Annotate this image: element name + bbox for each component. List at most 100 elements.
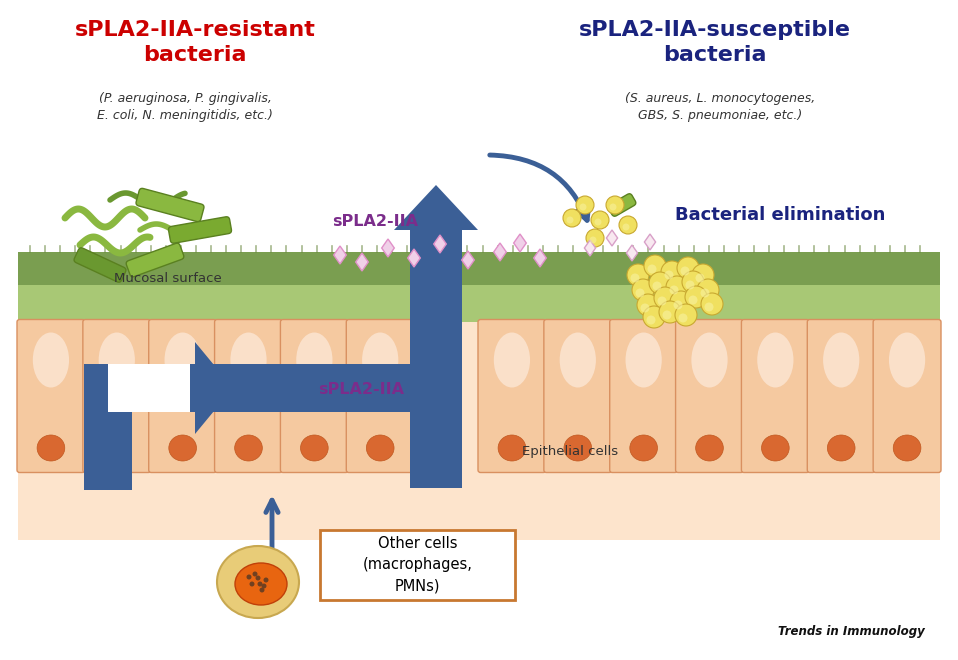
- Circle shape: [589, 236, 597, 244]
- Circle shape: [692, 264, 714, 286]
- Text: (P. aeruginosa, P. gingivalis,
E. coli, N. meningitidis, etc.): (P. aeruginosa, P. gingivalis, E. coli, …: [97, 92, 273, 122]
- Ellipse shape: [235, 435, 262, 461]
- Circle shape: [246, 574, 252, 579]
- FancyBboxPatch shape: [281, 319, 349, 473]
- Circle shape: [643, 306, 665, 328]
- Ellipse shape: [33, 333, 69, 387]
- Ellipse shape: [757, 333, 793, 387]
- Bar: [320, 530, 515, 600]
- FancyBboxPatch shape: [609, 319, 677, 473]
- Ellipse shape: [893, 435, 921, 461]
- Circle shape: [595, 218, 602, 226]
- Polygon shape: [18, 320, 940, 540]
- Polygon shape: [408, 249, 421, 267]
- Circle shape: [619, 216, 637, 234]
- Circle shape: [670, 286, 678, 294]
- Circle shape: [637, 294, 659, 316]
- Circle shape: [673, 300, 682, 310]
- FancyBboxPatch shape: [873, 319, 941, 473]
- Circle shape: [263, 578, 268, 583]
- Circle shape: [256, 576, 261, 581]
- Text: Mucosal surface: Mucosal surface: [114, 271, 222, 284]
- FancyBboxPatch shape: [741, 319, 810, 473]
- Polygon shape: [627, 245, 638, 261]
- Circle shape: [697, 279, 719, 301]
- FancyBboxPatch shape: [136, 188, 204, 222]
- Polygon shape: [18, 285, 940, 322]
- Ellipse shape: [296, 333, 332, 387]
- Circle shape: [648, 265, 656, 273]
- FancyBboxPatch shape: [126, 243, 184, 277]
- Ellipse shape: [165, 333, 201, 387]
- Circle shape: [249, 581, 255, 587]
- Polygon shape: [84, 388, 132, 490]
- FancyBboxPatch shape: [808, 319, 876, 473]
- FancyBboxPatch shape: [346, 319, 414, 473]
- Circle shape: [627, 264, 649, 286]
- FancyBboxPatch shape: [17, 319, 85, 473]
- FancyBboxPatch shape: [478, 319, 546, 473]
- Polygon shape: [410, 230, 462, 488]
- Circle shape: [576, 196, 594, 214]
- Circle shape: [663, 310, 672, 319]
- Polygon shape: [18, 252, 940, 285]
- Ellipse shape: [559, 333, 596, 387]
- Circle shape: [609, 203, 617, 211]
- Circle shape: [566, 216, 574, 224]
- Circle shape: [689, 296, 697, 304]
- Ellipse shape: [823, 333, 859, 387]
- FancyBboxPatch shape: [74, 248, 125, 282]
- Ellipse shape: [230, 333, 266, 387]
- Circle shape: [696, 273, 704, 282]
- Circle shape: [580, 203, 586, 211]
- Polygon shape: [645, 234, 655, 250]
- Circle shape: [260, 587, 264, 593]
- Circle shape: [654, 287, 676, 309]
- Circle shape: [641, 304, 650, 312]
- Circle shape: [623, 224, 629, 230]
- Polygon shape: [333, 246, 346, 264]
- Ellipse shape: [103, 435, 130, 461]
- Ellipse shape: [235, 563, 287, 605]
- Polygon shape: [108, 364, 190, 412]
- Polygon shape: [462, 251, 474, 269]
- Polygon shape: [513, 234, 526, 252]
- Circle shape: [652, 282, 662, 290]
- Circle shape: [670, 291, 692, 313]
- Circle shape: [686, 280, 695, 290]
- Ellipse shape: [626, 333, 662, 387]
- Circle shape: [678, 314, 688, 323]
- Polygon shape: [534, 249, 546, 267]
- Text: Bacterial elimination: Bacterial elimination: [674, 206, 885, 224]
- Circle shape: [262, 583, 266, 589]
- Polygon shape: [606, 230, 618, 246]
- Circle shape: [685, 286, 707, 308]
- FancyBboxPatch shape: [608, 194, 636, 216]
- Circle shape: [682, 271, 704, 293]
- Circle shape: [635, 288, 645, 298]
- Polygon shape: [493, 243, 506, 261]
- Ellipse shape: [217, 546, 299, 618]
- Polygon shape: [195, 342, 233, 434]
- Ellipse shape: [37, 435, 65, 461]
- Ellipse shape: [629, 435, 657, 461]
- Text: sPLA2-IIA: sPLA2-IIA: [332, 214, 418, 230]
- Text: (S. aureus, L. monocytogenes,
GBS, S. pneumoniae, etc.): (S. aureus, L. monocytogenes, GBS, S. pn…: [625, 92, 815, 122]
- Polygon shape: [434, 235, 446, 253]
- Text: Other cells
(macrophages,
PMNs): Other cells (macrophages, PMNs): [362, 537, 472, 593]
- Circle shape: [701, 293, 723, 315]
- Ellipse shape: [366, 435, 394, 461]
- Polygon shape: [355, 253, 368, 271]
- Circle shape: [606, 196, 624, 214]
- Circle shape: [630, 273, 640, 282]
- Circle shape: [632, 279, 654, 301]
- Ellipse shape: [493, 333, 530, 387]
- FancyBboxPatch shape: [675, 319, 743, 473]
- Text: sPLA2-IIA-susceptible
bacteria: sPLA2-IIA-susceptible bacteria: [579, 20, 851, 65]
- Circle shape: [677, 257, 699, 279]
- Ellipse shape: [362, 333, 399, 387]
- Polygon shape: [84, 364, 132, 412]
- Circle shape: [680, 267, 690, 275]
- Circle shape: [563, 209, 581, 227]
- Polygon shape: [381, 239, 395, 257]
